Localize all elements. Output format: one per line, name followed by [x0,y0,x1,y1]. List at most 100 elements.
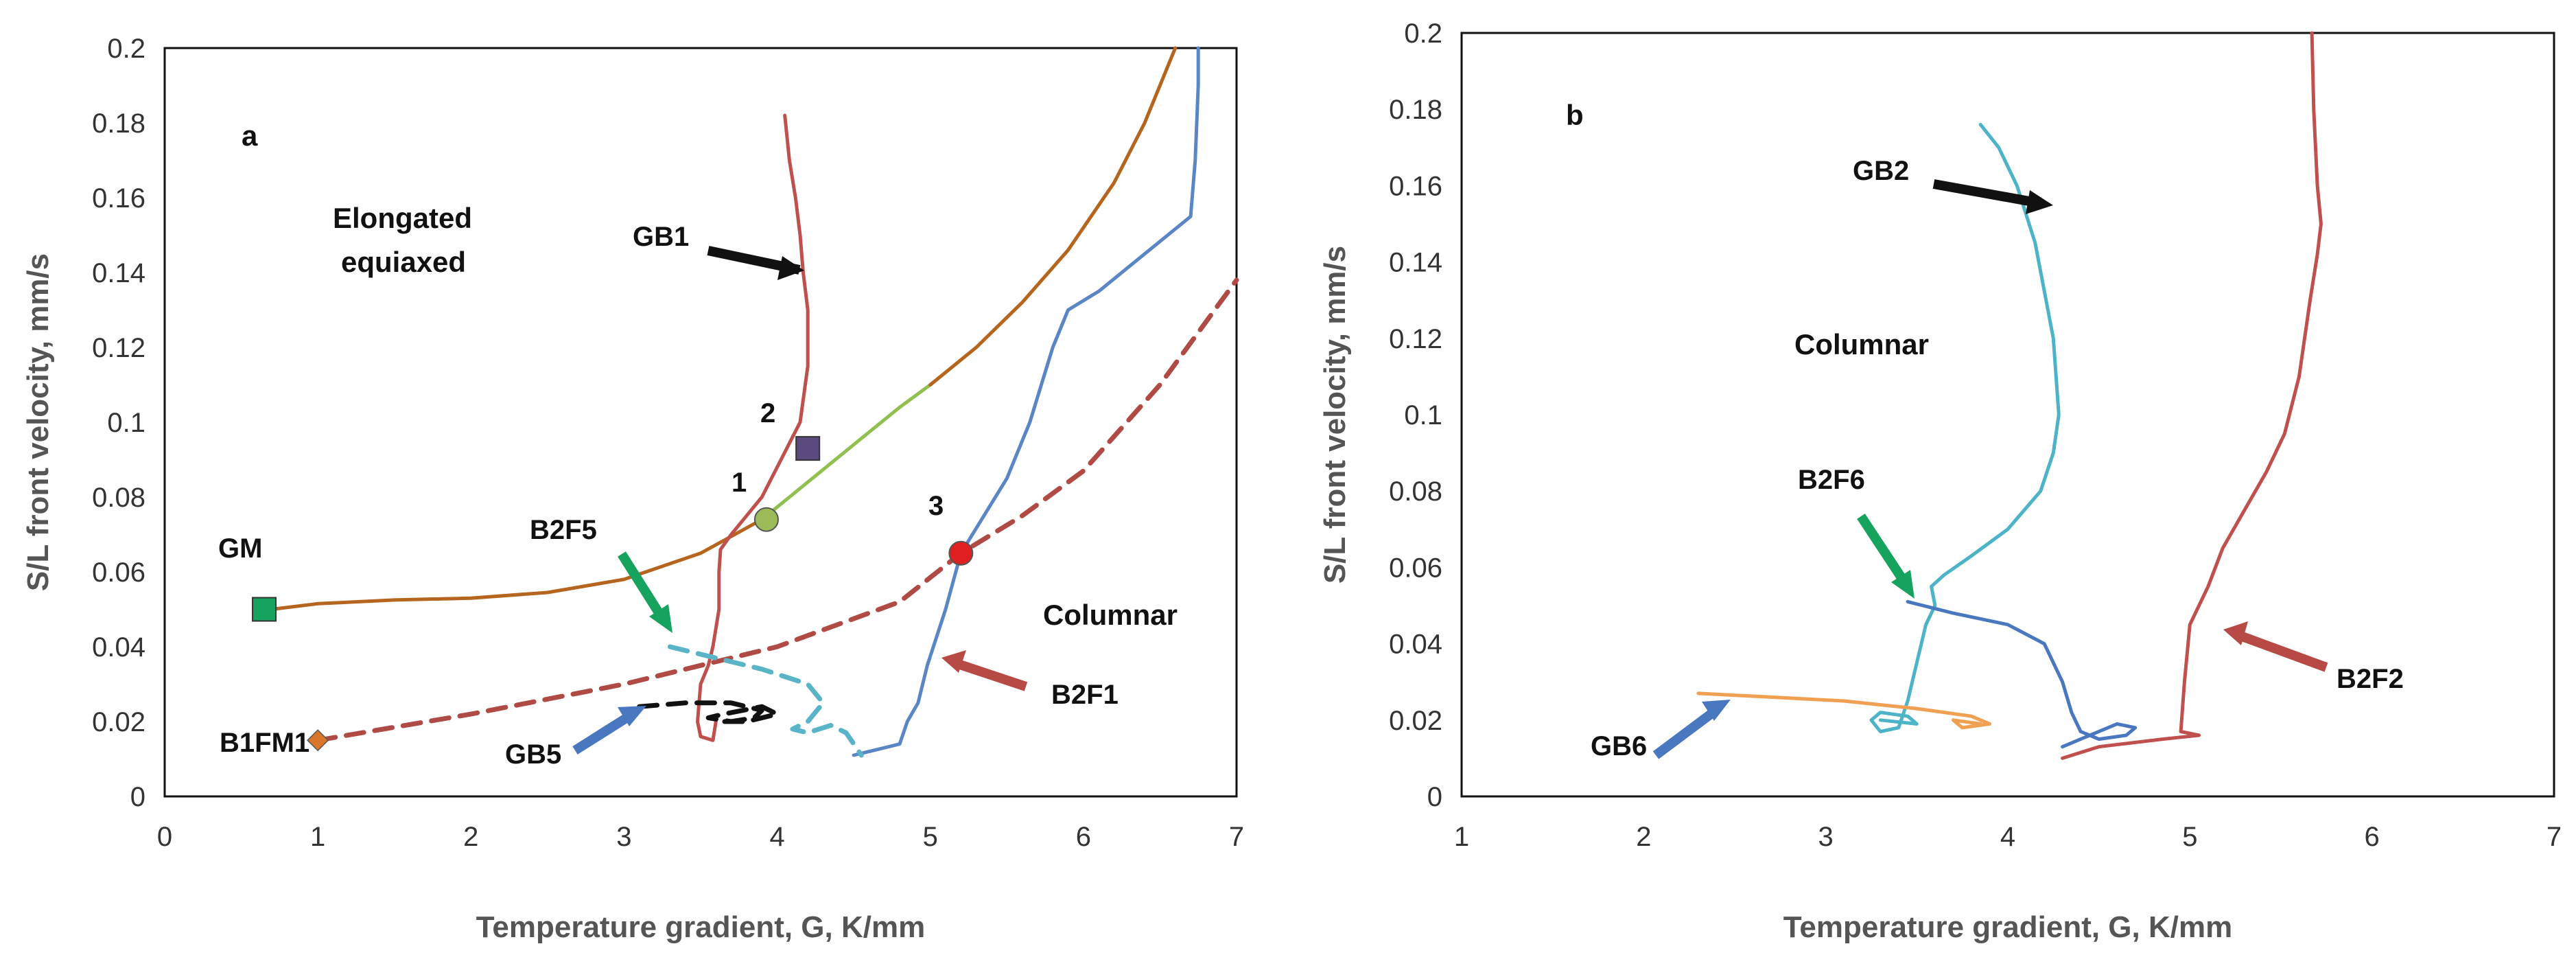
panel-label-b: b [1566,99,1584,131]
arrowhead-gb1 [777,256,804,280]
series-gb1 [696,113,810,742]
y-tick-label: 0.12 [1389,324,1442,354]
annotation-label-gb2: GB2 [1853,156,1909,186]
chart-panel-b: 00.020.040.060.080.10.120.140.160.180.2 … [1318,19,2562,944]
arrowhead-b2f5 [649,604,672,633]
x-tick-label: 4 [769,822,784,852]
x-tick-label: 7 [2546,822,2562,852]
arrow-gb2 [1932,179,2038,207]
series-group-a [270,46,1239,758]
arrowhead-gb5 [618,706,646,726]
y-tick-label: 0.1 [107,408,145,438]
y-tick-label: 0.1 [1404,400,1442,430]
annotation-b2f6: B2F6 [1798,465,1915,599]
series-b2f5 [667,644,864,758]
x-axis-title-b: Temperature gradient, G, K/mm [1783,910,2232,944]
arrowhead-gb6 [1702,700,1731,721]
arrow-b2f1 [952,658,1028,691]
x-tick-label: 2 [1636,822,1651,852]
x-tick-label: 5 [923,822,938,852]
marker-label-b1fm1: B1FM1 [220,728,309,758]
x-tick-label: 3 [1818,822,1834,852]
plot-frame-b [1460,32,2555,798]
arrowhead-b2f6 [1891,570,1915,599]
y-tick-label: 0.14 [1389,248,1442,278]
x-tick-label: 7 [1229,822,1244,852]
series-cet-dashed [315,277,1239,743]
series-b2f6 [1906,599,2138,749]
region-label-elongated: Elongated [333,202,472,234]
y-tick-label: 0.02 [92,707,145,737]
x-tick-labels-b: 1 2 3 4 5 6 7 [1454,822,2562,852]
region-label-columnar-b: Columnar [1794,328,1929,360]
y-tick-label: 0.18 [1389,95,1442,125]
chart-panel-a: 00.020.040.060.080.10.120.140.160.180.2 … [21,34,1244,944]
marker-3 [948,540,974,566]
x-tick-label: 6 [1076,822,1091,852]
series-gb5 [637,700,780,724]
y-tick-label: 0.16 [92,183,145,214]
annotation-b2f5: B2F5 [530,515,672,633]
x-tick-label: 6 [2365,822,2380,852]
marker-b1fm1 [307,729,329,752]
x-tick-label: 2 [463,822,478,852]
y-tick-label: 0.16 [1389,171,1442,201]
arrow-gb6 [1652,706,1719,759]
marker-gm [252,597,277,622]
x-tick-label: 0 [157,822,172,852]
series-boundary-lower [270,518,764,611]
marker-label-2: 2 [760,398,775,428]
plot-frame-a [163,47,1238,798]
x-tick-label: 1 [310,822,325,852]
annotation-b2f2: B2F2 [2223,621,2404,694]
y-tick-labels-b: 0 0.02 0.04 0.06 0.08 0.1 0.12 0.14 0.16 0.18 0.2 [1389,19,1442,812]
annotation-label-b2f6: B2F6 [1798,465,1865,495]
arrowhead-b2f1 [941,650,966,673]
y-tick-label: 0.02 [1389,706,1442,736]
annotation-label-gb5: GB5 [505,739,561,770]
series-boundary-upper [928,46,1178,387]
annotation-gb5: GB5 [505,706,646,770]
y-axis-title-a: S/L front velocity, mm/s [21,253,55,591]
series-gb2 [1869,122,2061,733]
y-tick-label: 0.04 [1389,630,1442,660]
y-tick-label: 0.08 [1389,476,1442,507]
region-label-columnar-a: Columnar [1043,599,1178,631]
series-group-b [1696,31,2323,760]
panel-label-a: a [242,119,258,152]
marker-label-1: 1 [731,468,747,498]
y-tick-label: 0 [1427,782,1442,812]
region-label-equiaxed: equiaxed [341,246,466,278]
y-tick-labels-a: 0 0.02 0.04 0.06 0.08 0.1 0.12 0.14 0.16 0.18 0.2 [92,34,145,812]
arrow-b2f6 [1857,514,1910,588]
annotation-gb1: GB1 [633,222,804,280]
y-tick-label: 0.06 [1389,553,1442,583]
y-axis-title-b: S/L front velocity, mm/s [1318,246,1352,584]
x-tick-label: 5 [2182,822,2197,852]
annotation-b2f1: B2F1 [941,650,1119,710]
arrowhead-gb2 [2026,190,2053,214]
marker-label-gm: GM [218,533,262,564]
y-tick-label: 0.2 [1404,19,1442,49]
y-tick-label: 0.04 [92,632,145,663]
annotation-label-b2f5: B2F5 [530,515,597,545]
series-b2f1 [852,46,1200,757]
marker-label-3: 3 [928,491,944,521]
marker-1 [753,507,779,532]
x-axis-title-a: Temperature gradient, G, K/mm [476,910,925,944]
x-tick-label: 4 [2000,822,2015,852]
annotation-label-gb6: GB6 [1591,731,1647,761]
arrow-b2f2 [2236,630,2328,672]
y-tick-label: 0.12 [92,333,145,363]
y-tick-label: 0 [130,782,145,812]
marker-2 [795,436,821,461]
y-tick-label: 0.14 [92,258,145,288]
markers-group-a [252,436,974,752]
y-tick-label: 0.06 [92,557,145,588]
annotation-gb2: GB2 [1853,156,2053,214]
x-tick-label: 1 [1454,822,1469,852]
x-tick-label: 3 [616,822,631,852]
y-tick-label: 0.18 [92,108,145,139]
series-gb6 [1696,691,1991,730]
